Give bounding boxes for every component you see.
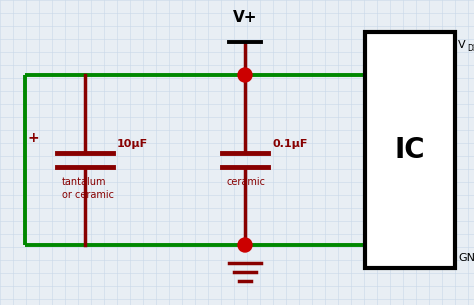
Circle shape	[238, 68, 252, 82]
Text: tantalum
or ceramic: tantalum or ceramic	[62, 177, 114, 200]
Text: V: V	[458, 40, 465, 50]
Circle shape	[238, 238, 252, 252]
Bar	[365, 32, 455, 268]
Text: 10μF: 10μF	[117, 139, 148, 149]
Text: 0.1μF: 0.1μF	[273, 139, 309, 149]
Text: V+: V+	[233, 10, 257, 25]
Text: GND: GND	[458, 253, 474, 263]
Text: +: +	[28, 131, 40, 145]
Text: IC: IC	[395, 136, 425, 164]
Text: ceramic: ceramic	[227, 177, 266, 187]
Text: DD: DD	[467, 44, 474, 53]
